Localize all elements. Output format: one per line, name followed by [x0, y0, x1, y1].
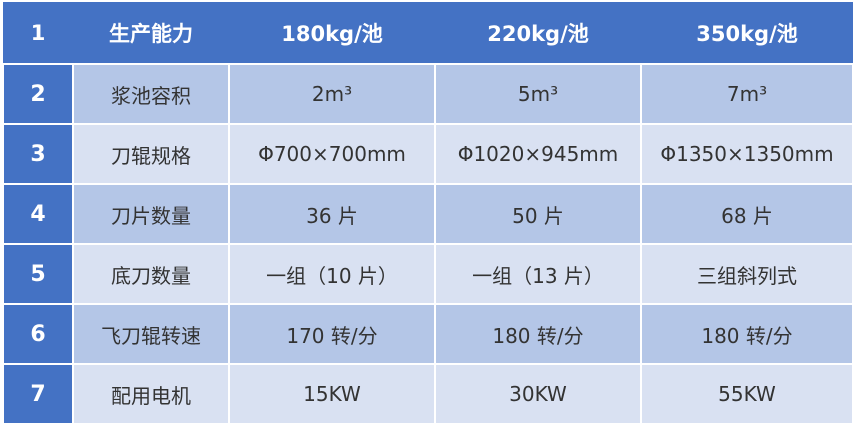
- cell: 36 片: [228, 183, 436, 245]
- row-label: 底刀数量: [72, 243, 230, 305]
- row-label: 飞刀辊转速: [72, 303, 230, 365]
- row-label: 浆池容积: [72, 63, 230, 125]
- cell: 三组斜列式: [640, 243, 854, 305]
- row-number: 1: [3, 2, 73, 64]
- row-number: 7: [2, 363, 74, 425]
- cell: Φ1350×1350mm: [640, 123, 854, 185]
- row-number: 3: [2, 123, 74, 185]
- table-row: 5 底刀数量 一组（10 片） 一组（13 片） 三组斜列式: [2, 243, 854, 305]
- row-label: 刀辊规格: [72, 123, 230, 185]
- cell: 50 片: [434, 183, 642, 245]
- cell: 55KW: [640, 363, 854, 425]
- cell: 5m³: [434, 63, 642, 125]
- row-label: 配用电机: [72, 363, 230, 425]
- cell: 7m³: [640, 63, 854, 125]
- table-row: 3 刀辊规格 Φ700×700mm Φ1020×945mm Φ1350×1350…: [2, 123, 854, 185]
- row-number: 2: [2, 63, 74, 125]
- cell: 15KW: [228, 363, 436, 425]
- cell: 30KW: [434, 363, 642, 425]
- header-label: 生产能力: [73, 2, 229, 64]
- cell: 170 转/分: [228, 303, 436, 365]
- header-col: 350kg/池: [641, 2, 853, 64]
- header-row: 1 生产能力 180kg/池 220kg/池 350kg/池: [3, 2, 853, 64]
- row-number: 5: [2, 243, 74, 305]
- cell: 180 转/分: [434, 303, 642, 365]
- spec-table: 1 生产能力 180kg/池 220kg/池 350kg/池 2 浆池容积 2m…: [2, 2, 854, 425]
- row-number: 4: [2, 183, 74, 245]
- cell: 68 片: [640, 183, 854, 245]
- cell: Φ700×700mm: [228, 123, 436, 185]
- cell: Φ1020×945mm: [434, 123, 642, 185]
- cell: 一组（13 片）: [434, 243, 642, 305]
- header-col: 220kg/池: [435, 2, 641, 64]
- table-row: 4 刀片数量 36 片 50 片 68 片: [2, 183, 854, 245]
- cell: 180 转/分: [640, 303, 854, 365]
- header-col: 180kg/池: [229, 2, 435, 64]
- table-row: 6 飞刀辊转速 170 转/分 180 转/分 180 转/分: [2, 303, 854, 365]
- row-label: 刀片数量: [72, 183, 230, 245]
- row-number: 6: [2, 303, 74, 365]
- table-row: 7 配用电机 15KW 30KW 55KW: [2, 363, 854, 425]
- cell: 2m³: [228, 63, 436, 125]
- cell: 一组（10 片）: [228, 243, 436, 305]
- table-row: 2 浆池容积 2m³ 5m³ 7m³: [2, 63, 854, 125]
